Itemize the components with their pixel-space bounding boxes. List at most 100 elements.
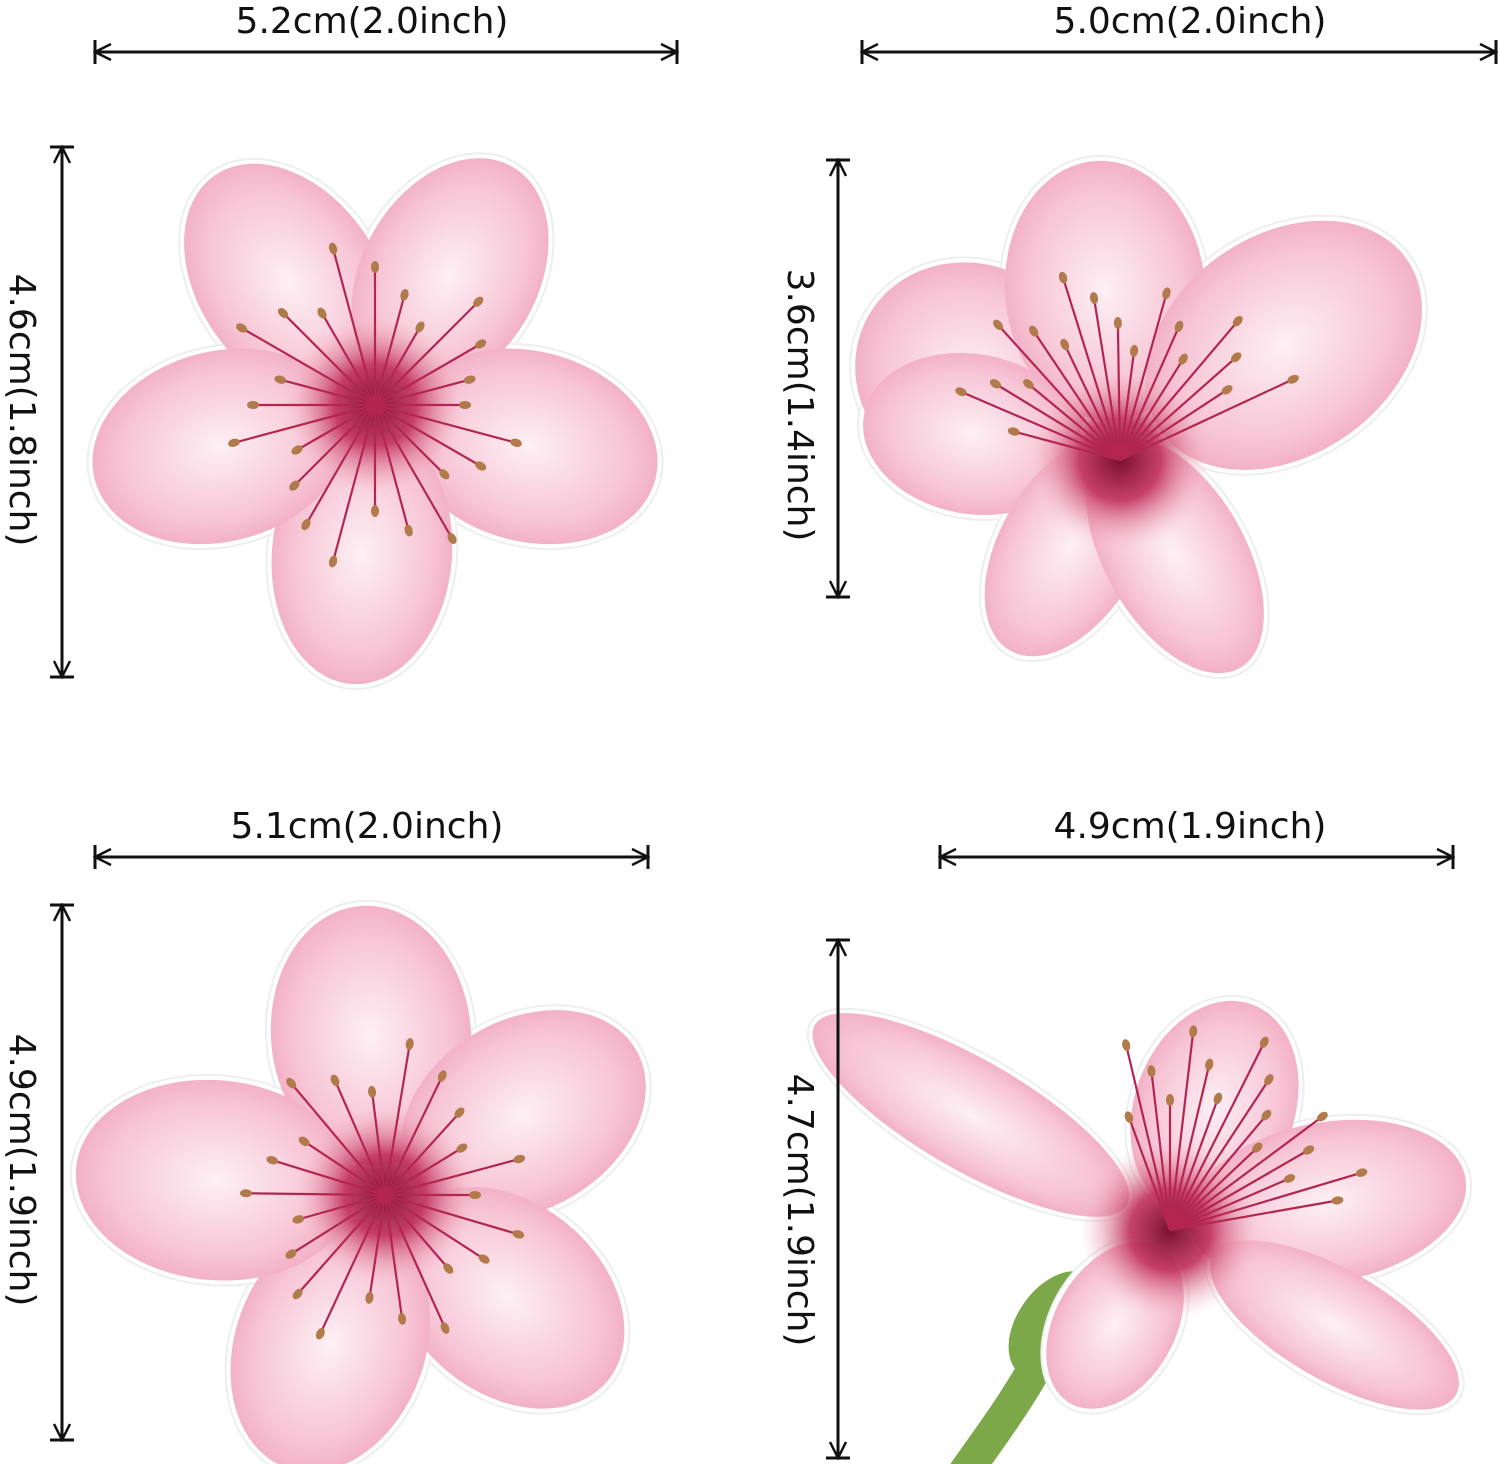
stamen-anther [478, 1254, 490, 1264]
stamen-filament [1169, 1146, 1259, 1231]
dimension-group-4: 4.9cm(1.9inch) 4.7cm(1.9inch) [779, 806, 1453, 1458]
stamen-anther [1023, 379, 1034, 389]
stamen-anther [473, 296, 484, 307]
stamen-filament [1150, 1070, 1172, 1231]
stamen-filament [293, 404, 376, 487]
stamen-anther [989, 379, 1002, 389]
stamen-anther [437, 1070, 447, 1082]
stamen-anther [368, 1085, 377, 1098]
stamen-anther [415, 321, 425, 333]
petal [1145, 220, 1422, 470]
stamen-filament [1119, 388, 1228, 461]
stamen-anther [1162, 287, 1171, 300]
stamen-anther [1283, 1174, 1296, 1183]
stamen-filament [1169, 1115, 1324, 1231]
stamen-anther [285, 1249, 297, 1259]
petal [812, 1013, 1130, 1217]
stamen-anther [371, 261, 379, 273]
stamen-anther [1221, 385, 1233, 395]
width-label-1: 5.2cm(2.0inch) [236, 1, 509, 42]
stamen-anther [228, 438, 240, 447]
stamen-anther [456, 1143, 468, 1153]
stamen-filament [1116, 322, 1122, 461]
petal [92, 348, 349, 545]
stamen-filament [280, 378, 376, 407]
stamen-anther [400, 288, 409, 301]
stamen-filament [384, 1111, 461, 1196]
stamen-filament [1125, 1044, 1172, 1231]
stamen-anther [277, 307, 289, 319]
stamen-anther [301, 518, 311, 531]
stamen-filament [1119, 320, 1239, 461]
stamen-anther [440, 1322, 450, 1334]
stamen-filament [383, 1194, 447, 1329]
stamen-anther [236, 323, 248, 333]
stamen-anther [463, 375, 476, 384]
stamen-filament [1061, 277, 1122, 461]
stamen-filament [1169, 1171, 1362, 1232]
stamen-filament [374, 404, 446, 476]
flower-3-image [69, 899, 652, 1464]
stamen-filament [374, 378, 470, 407]
stamen-anther [1259, 1036, 1269, 1048]
stamen-filament [1169, 1114, 1268, 1231]
stamen-filament [384, 1194, 485, 1260]
stamen-filament [1169, 1041, 1266, 1231]
stamen-anther [1174, 320, 1184, 333]
stamen-filament [334, 1079, 387, 1196]
stamen-anther [1178, 353, 1188, 365]
stamen-filament [290, 1082, 386, 1196]
stamen-filament [384, 1193, 519, 1236]
width-label-4: 4.9cm(1.9inch) [1054, 806, 1327, 847]
stamen-filament [374, 326, 421, 406]
stamen-anther [1189, 1025, 1198, 1038]
stamen-filament [319, 1194, 386, 1335]
stamen-filament [373, 404, 410, 531]
stamen-filament [1168, 1098, 1219, 1231]
stamen-anther [274, 375, 287, 384]
stamen-filament [282, 312, 376, 406]
stamen-anther [1122, 1039, 1131, 1052]
stamen-anther [1287, 374, 1299, 384]
petal [75, 1079, 356, 1281]
stamen-filament [321, 312, 376, 406]
stamen-filament [1169, 1079, 1270, 1231]
stamen-anther [404, 524, 413, 537]
stamen-filament [374, 403, 517, 444]
stamen-anther [475, 339, 487, 349]
flower-2-image [849, 154, 1428, 680]
stamen-anther [443, 1263, 454, 1274]
stamen-anther [298, 1136, 310, 1147]
stamen-filament [233, 403, 376, 444]
stamen-anther [1230, 352, 1242, 363]
stamen-anther [292, 1215, 305, 1224]
stamen-filament [1063, 344, 1121, 461]
height-label-2: 3.6cm(1.4inch) [779, 269, 820, 542]
stamen-anther [475, 461, 487, 471]
stamen-anther [454, 1107, 465, 1118]
stamen-anther [317, 307, 327, 319]
stamen-filament [1169, 1177, 1290, 1232]
petal [401, 348, 658, 545]
stamen-filament [1169, 1149, 1310, 1231]
stamen-filament [1119, 356, 1237, 461]
stamen-filament [1013, 430, 1121, 462]
stamen-anther [1124, 1111, 1134, 1124]
stamen-filament [384, 1157, 520, 1197]
stamen-filament [384, 1147, 463, 1196]
stamen-anther [1147, 1065, 1156, 1078]
stamen-anther [439, 469, 450, 480]
stamen-anther [447, 532, 457, 544]
stamen-filament [374, 343, 482, 406]
stamen-filament [1168, 1064, 1211, 1231]
stamen-filament [241, 327, 376, 406]
stamen-anther [328, 242, 338, 255]
stamen-filament [374, 404, 453, 539]
stamen-filament [997, 324, 1121, 461]
stamen-anther [1166, 1094, 1174, 1106]
stamen-anther [1029, 325, 1039, 337]
stamen-anther [365, 1291, 374, 1304]
stamen-anther [1058, 271, 1068, 284]
stamen-anther [286, 1077, 297, 1089]
